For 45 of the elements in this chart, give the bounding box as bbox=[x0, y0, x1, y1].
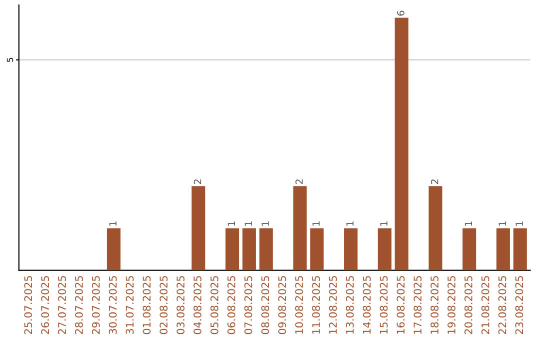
data-label: 2 bbox=[295, 180, 303, 184]
x-tick-label: 30.07.2025 bbox=[108, 276, 117, 334]
x-tick-label: 17.08.2025 bbox=[414, 276, 422, 334]
data-label: 1 bbox=[464, 222, 472, 226]
x-tick-label: 07.08.2025 bbox=[244, 276, 252, 334]
x-tick-label: 25.07.2025 bbox=[24, 276, 32, 334]
data-label: 1 bbox=[262, 222, 269, 226]
x-tick-label: 20.08.2025 bbox=[464, 276, 472, 334]
x-tick-label: 18.08.2025 bbox=[430, 276, 438, 334]
x-tick-label: 09.08.2025 bbox=[278, 276, 286, 334]
data-label: 6 bbox=[397, 10, 404, 16]
data-label: 1 bbox=[380, 222, 388, 226]
x-tick-label: 22.08.2025 bbox=[498, 276, 506, 334]
x-tick-label: 01.08.2025 bbox=[142, 276, 151, 334]
x-tick-label: 15.08.2025 bbox=[380, 276, 388, 334]
x-tick-label: 10.08.2025 bbox=[295, 276, 304, 334]
x-tick-label: 31.07.2025 bbox=[126, 276, 134, 334]
x-tick-label: 21.08.2025 bbox=[481, 276, 490, 334]
data-label: 1 bbox=[346, 222, 354, 226]
data-label: 1 bbox=[228, 222, 235, 226]
data-label: 1 bbox=[498, 222, 506, 226]
data-label: 1 bbox=[312, 222, 320, 226]
x-tick-label: 08.08.2025 bbox=[261, 276, 270, 334]
x-tick-label: 14.08.2025 bbox=[362, 276, 371, 334]
x-tick-label: 16.08.2025 bbox=[396, 276, 405, 334]
data-label: 1 bbox=[244, 222, 252, 226]
x-tick-label: 19.08.2025 bbox=[448, 276, 456, 334]
x-tick-label: 04.08.2025 bbox=[194, 276, 202, 334]
x-tick-label: 23.08.2025 bbox=[515, 276, 524, 334]
x-tick-label: 06.08.2025 bbox=[227, 276, 236, 334]
data-label: 1 bbox=[516, 222, 523, 226]
x-tick-label: 03.08.2025 bbox=[176, 276, 184, 334]
x-tick-label: 02.08.2025 bbox=[160, 276, 168, 334]
data-label: 1 bbox=[109, 222, 116, 226]
x-tick-label: 11.08.2025 bbox=[312, 276, 320, 334]
x-tick-label: 12.08.2025 bbox=[329, 276, 337, 334]
x-tick-label: 05.08.2025 bbox=[210, 276, 218, 334]
data-label: 2 bbox=[430, 180, 438, 184]
x-tick-label: 29.07.2025 bbox=[92, 276, 100, 334]
y-tick-label: 5 bbox=[6, 58, 14, 62]
x-tick-label: 28.07.2025 bbox=[75, 276, 83, 334]
data-label: 2 bbox=[194, 180, 202, 184]
x-tick-label: 13.08.2025 bbox=[346, 276, 354, 334]
x-tick-label: 27.07.2025 bbox=[58, 276, 66, 334]
x-tick-label: 26.07.2025 bbox=[41, 276, 50, 334]
